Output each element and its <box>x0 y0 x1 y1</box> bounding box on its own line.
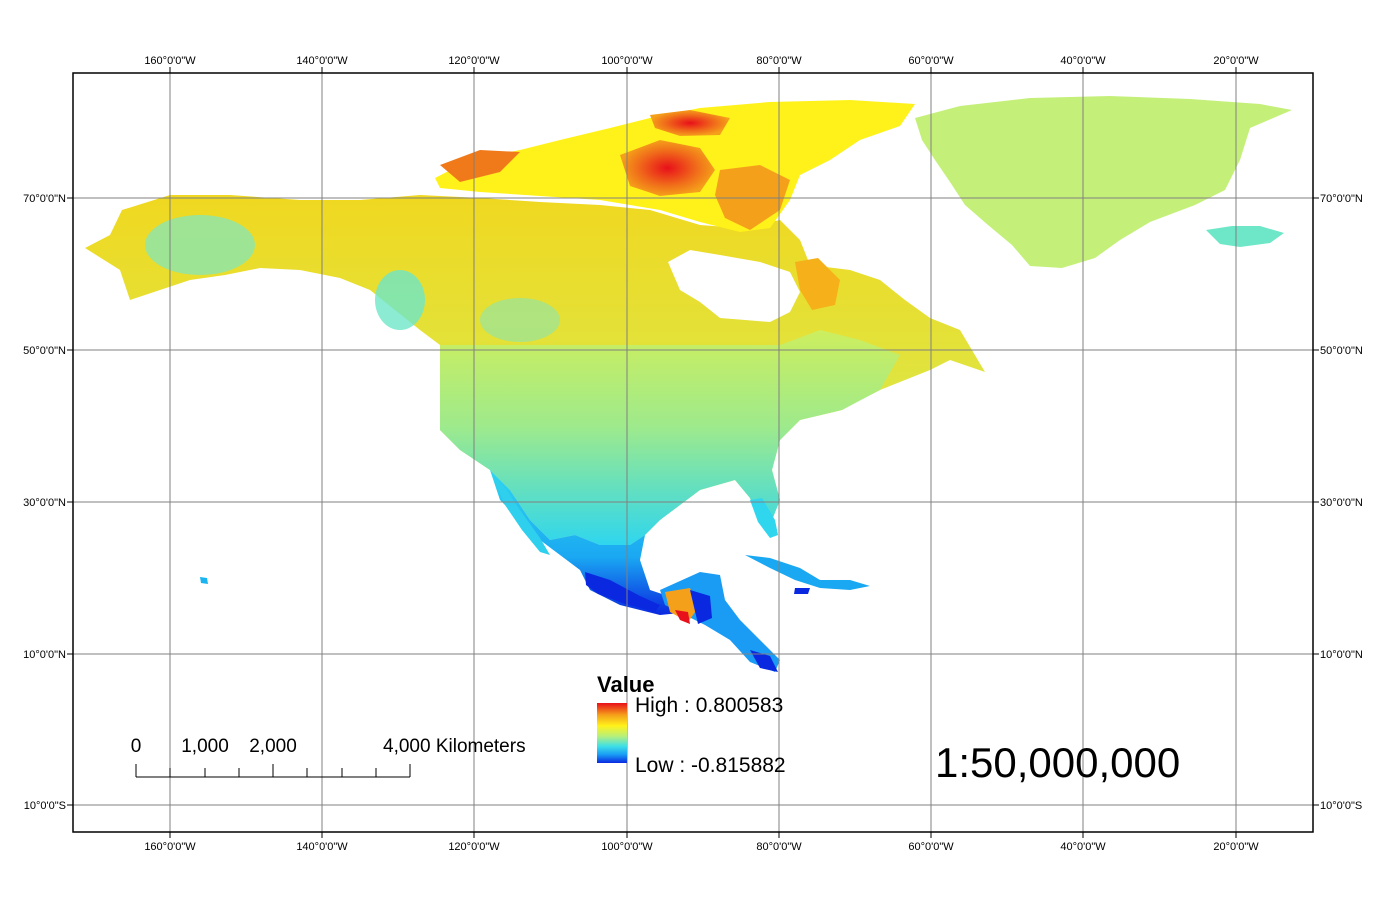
lat-label-right: 50°0'0"N <box>1320 345 1363 357</box>
lat-label-left: 50°0'0"N <box>23 345 66 357</box>
scale-label-2000: 2,000 <box>249 736 297 757</box>
lon-label-top: 20°0'0"W <box>1213 55 1259 67</box>
lon-label-bottom: 120°0'0"W <box>448 841 500 853</box>
lat-label-right: 30°0'0"N <box>1320 497 1363 509</box>
labrador-warm <box>795 258 840 310</box>
lon-label-top: 80°0'0"W <box>756 55 802 67</box>
prairie-cool-zone <box>480 298 560 342</box>
scale-label-4000: 4,000 Kilometers <box>383 736 526 757</box>
legend-high-label: High : 0.800583 <box>635 694 783 717</box>
latitude-labels-left: 70°0'0"N 50°0'0"N 30°0'0"N 10°0'0"N 10°0… <box>23 193 66 812</box>
lon-label-bottom: 60°0'0"W <box>908 841 954 853</box>
scale-label-0: 0 <box>131 736 142 757</box>
longitude-labels-top: 160°0'0"W 140°0'0"W 120°0'0"W 100°0'0"W … <box>144 55 1259 67</box>
lat-label-right: 10°0'0"S <box>1320 800 1362 812</box>
lon-label-bottom: 80°0'0"W <box>756 841 802 853</box>
scale-label-1000: 1,000 <box>181 736 229 757</box>
frame-ticks <box>67 67 1319 838</box>
scale-bar-line <box>135 764 411 778</box>
lat-label-left: 70°0'0"N <box>23 193 66 205</box>
lat-label-right: 70°0'0"N <box>1320 193 1363 205</box>
lon-label-bottom: 40°0'0"W <box>1060 841 1106 853</box>
alaska-cool-zone <box>145 215 255 275</box>
caribbean-dark <box>794 588 810 594</box>
lon-label-top: 40°0'0"W <box>1060 55 1106 67</box>
lon-label-top: 160°0'0"W <box>144 55 196 67</box>
arctic-hot-zone-1 <box>620 140 715 196</box>
central-america-hot <box>665 588 698 622</box>
hawaii-islands <box>200 577 208 584</box>
lon-label-bottom: 140°0'0"W <box>296 841 348 853</box>
pacific-coast-blue <box>585 572 660 612</box>
legend-low-label: Low : -0.815882 <box>635 754 786 777</box>
lon-label-bottom: 160°0'0"W <box>144 841 196 853</box>
scale-bar: 0 1,000 2,000 4,000 Kilometers <box>131 736 526 778</box>
florida-peninsula <box>750 498 778 538</box>
greenland-landmass <box>915 96 1292 268</box>
lat-label-left: 30°0'0"N <box>23 497 66 509</box>
lon-label-top: 140°0'0"W <box>296 55 348 67</box>
central-america-red <box>675 610 690 624</box>
lon-label-top: 60°0'0"W <box>908 55 954 67</box>
graticule <box>73 73 1313 832</box>
lon-label-top: 120°0'0"W <box>448 55 500 67</box>
lon-label-top: 100°0'0"W <box>601 55 653 67</box>
hudson-bay <box>668 250 800 322</box>
lat-label-right: 10°0'0"N <box>1320 649 1363 661</box>
longitude-labels-bottom: 160°0'0"W 140°0'0"W 120°0'0"W 100°0'0"W … <box>144 841 1259 853</box>
neatline <box>72 72 1314 833</box>
scale-ratio: 1:50,000,000 <box>935 739 1180 786</box>
arctic-hot-zone-3 <box>440 150 520 182</box>
lat-label-left: 10°0'0"S <box>24 800 66 812</box>
lon-label-bottom: 20°0'0"W <box>1213 841 1259 853</box>
lat-label-left: 10°0'0"N <box>23 649 66 661</box>
latitude-labels-right: 70°0'0"N 50°0'0"N 30°0'0"N 10°0'0"N 10°0… <box>1320 193 1363 812</box>
lon-label-bottom: 100°0'0"W <box>601 841 653 853</box>
conterminous-us <box>440 330 900 545</box>
legend-color-ramp <box>597 703 627 763</box>
caribbean-islands <box>745 555 870 590</box>
legend-title: Value <box>597 672 654 697</box>
arctic-hot-zone-2 <box>650 110 730 136</box>
iceland-landmass <box>1206 226 1284 247</box>
bc-cool-zone <box>375 270 425 330</box>
land-raster <box>85 96 1292 672</box>
central-america-blue-1 <box>690 590 712 624</box>
baja-peninsula <box>492 475 550 555</box>
central-america-blue-2 <box>750 650 778 672</box>
legend: Value High : 0.800583 Low : -0.815882 <box>597 672 786 777</box>
